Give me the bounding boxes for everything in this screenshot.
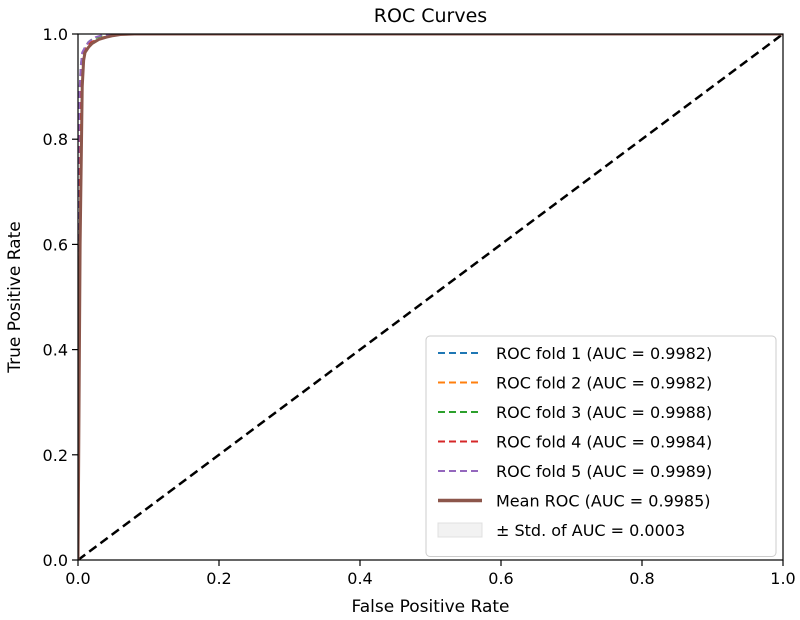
legend-label-4: ROC fold 4 (AUC = 0.9984): [496, 433, 712, 452]
y-tick-label: 1.0: [43, 25, 68, 44]
legend-label-7: ± Std. of AUC = 0.0003: [496, 521, 685, 540]
x-axis-title: False Positive Rate: [352, 597, 510, 617]
y-axis-title: True Positive Rate: [5, 221, 25, 373]
legend-label-6: Mean ROC (AUC = 0.9985): [496, 492, 711, 511]
legend: ROC fold 1 (AUC = 0.9982) ROC fold 2 (AUC…: [425, 335, 777, 557]
y-tick-label: 0.0: [43, 551, 68, 570]
chance-diagonal-line: [78, 34, 783, 560]
chart-title: ROC Curves: [374, 5, 487, 27]
legend-label-2: ROC fold 2 (AUC = 0.9982): [496, 374, 712, 393]
axes: 0.0 0.2 0.4 0.6 0.8 1.0 0.0 0.2 0.4 0.6 0.8 1.0: [43, 25, 796, 588]
x-tick-label: 0.0: [65, 569, 90, 588]
y-tick-label: 0.6: [43, 235, 68, 254]
x-tick-label: 0.6: [488, 569, 513, 588]
x-tick-label: 1.0: [770, 569, 795, 588]
legend-label-5: ROC fold 5 (AUC = 0.9989): [496, 462, 712, 481]
legend-box: [425, 335, 777, 557]
plot-frame: [77, 33, 784, 561]
y-tick-label: 0.2: [43, 446, 68, 465]
roc-fold-5-line: [78, 34, 783, 560]
x-tick-label: 0.4: [347, 569, 372, 588]
x-tick-label: 0.2: [206, 569, 231, 588]
legend-label-1: ROC fold 1 (AUC = 0.9982): [496, 344, 712, 363]
x-tick-label: 0.8: [629, 569, 654, 588]
legend-label-3: ROC fold 3 (AUC = 0.9988): [496, 403, 712, 422]
y-tick-label: 0.8: [43, 130, 68, 149]
legend-std-swatch: [437, 522, 483, 538]
y-tick-label: 0.4: [43, 341, 68, 360]
